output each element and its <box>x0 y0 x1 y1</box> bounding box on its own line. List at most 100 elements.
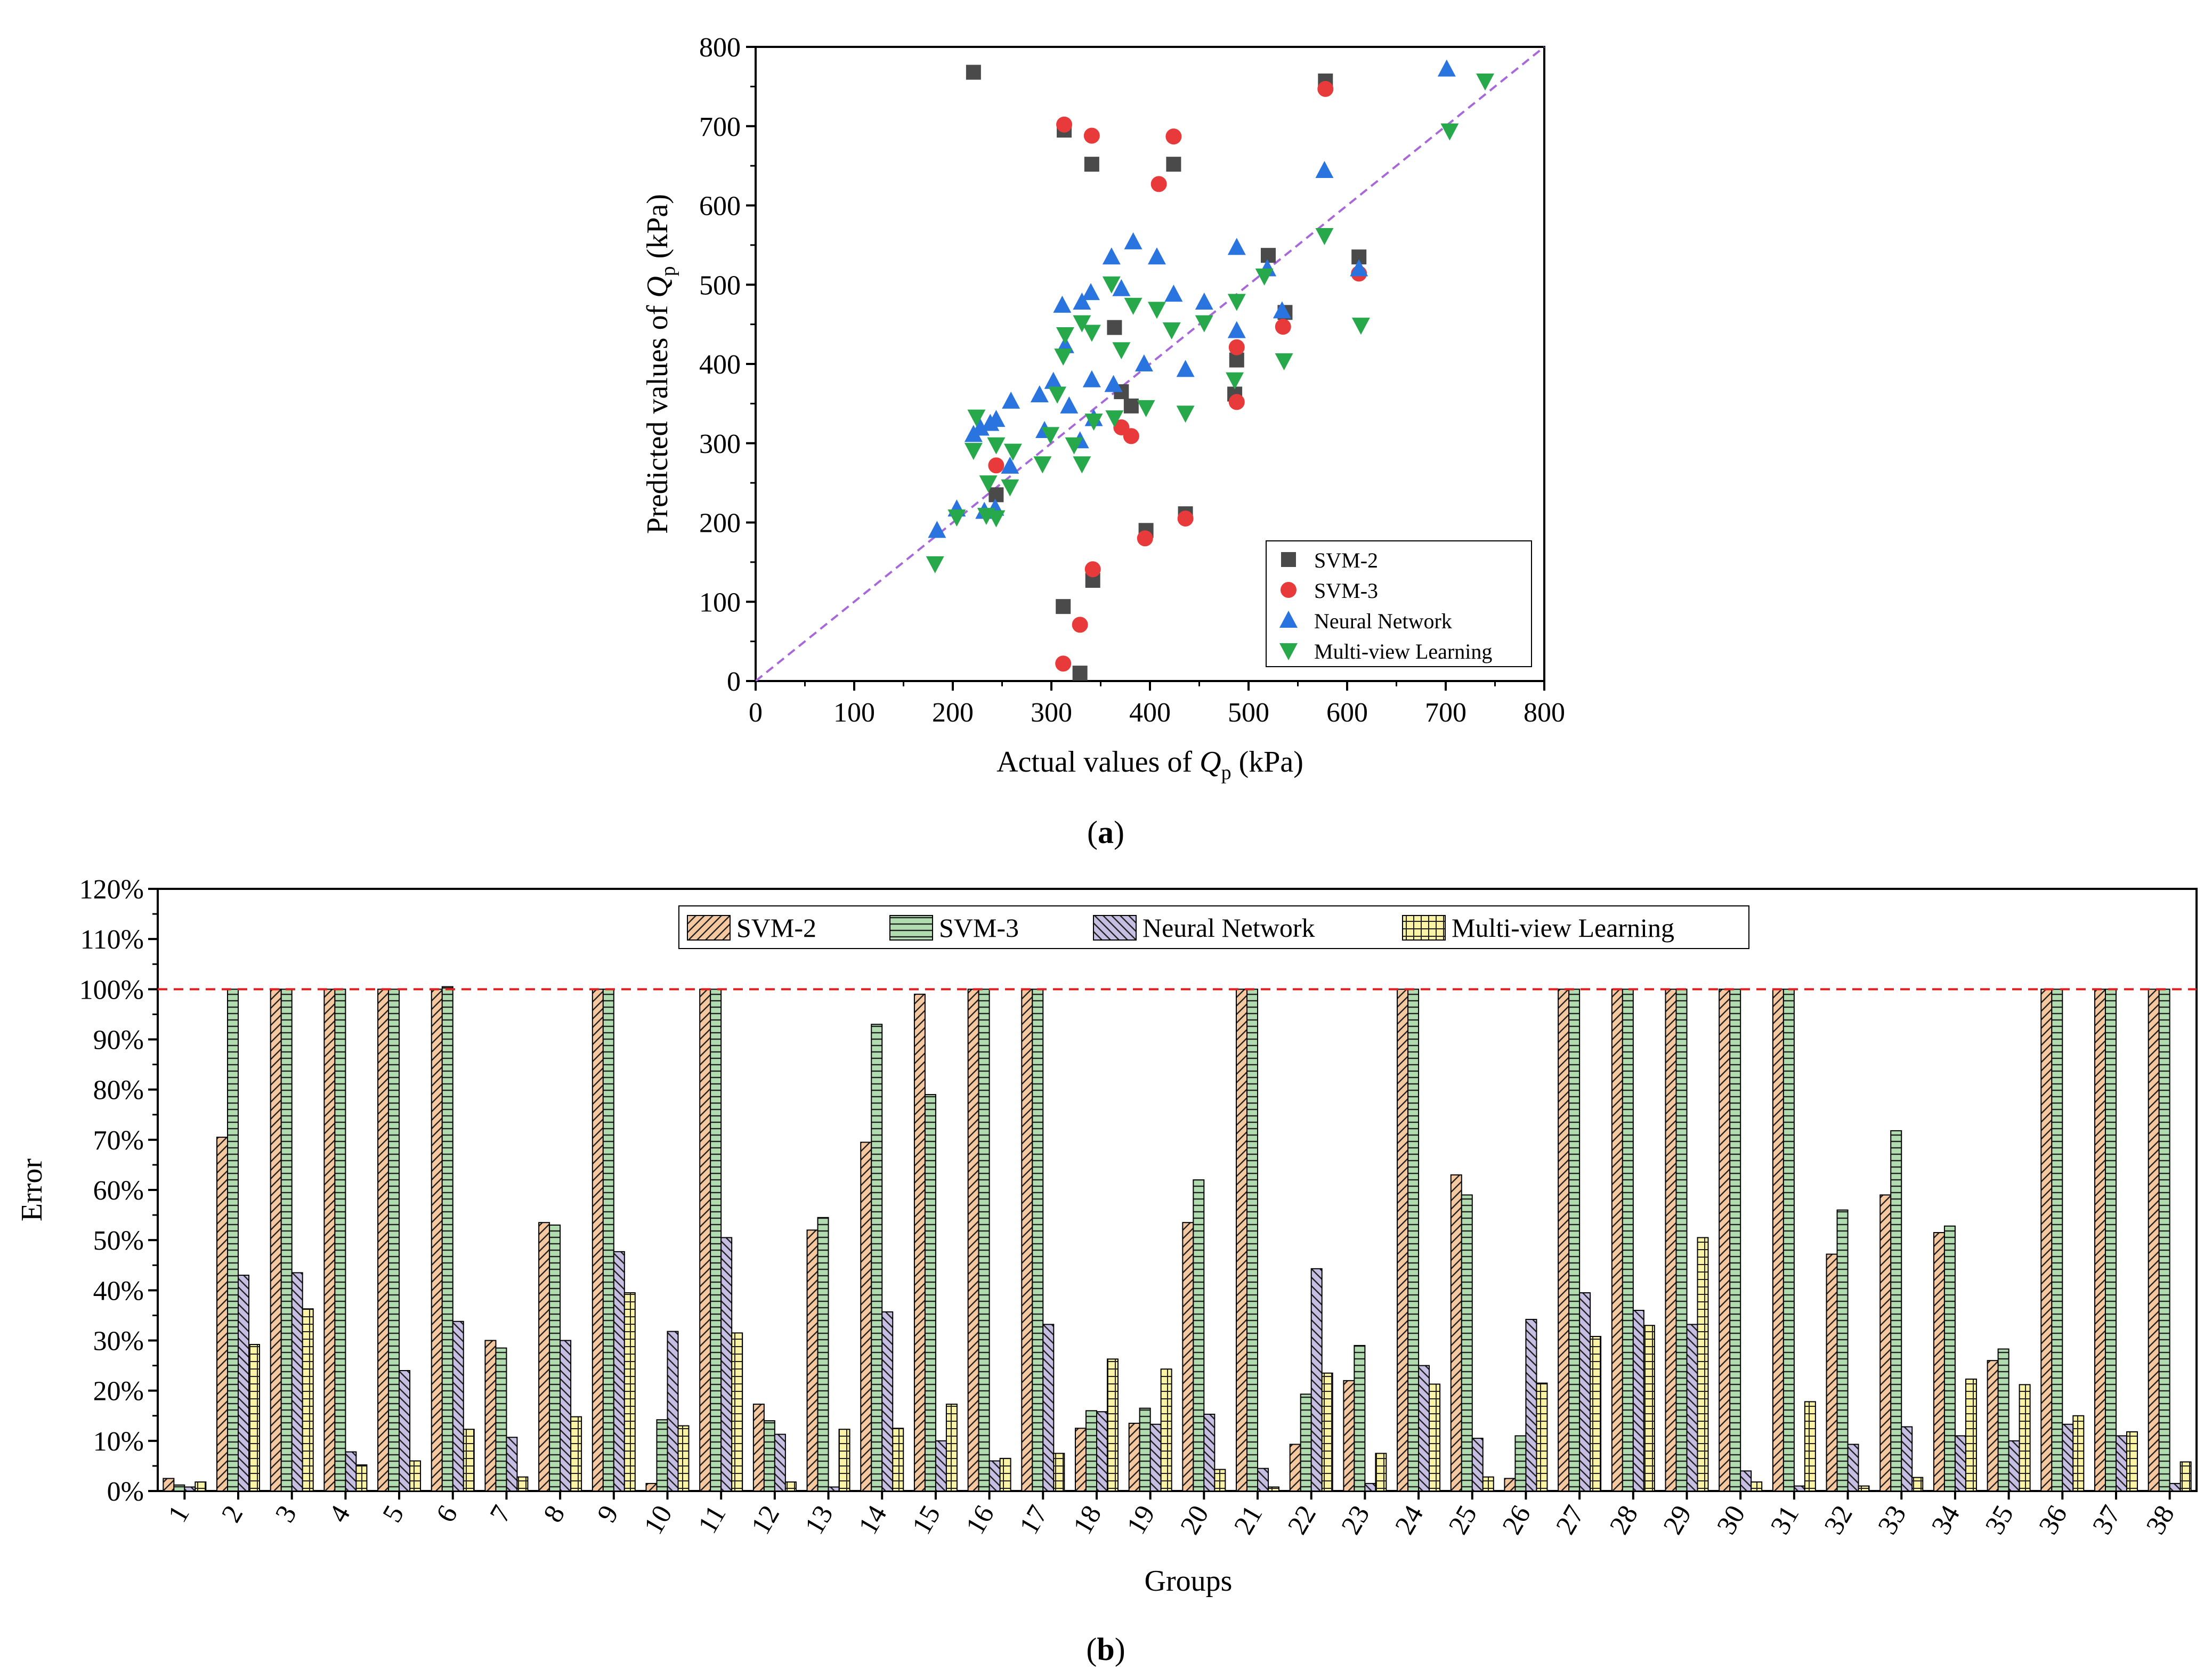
bar-grid <box>2179 1461 2192 1492</box>
bar-diagonal <box>216 1137 229 1492</box>
y-tick-label: 200 <box>699 508 741 539</box>
y-tick-label: 300 <box>699 429 741 459</box>
data-point <box>988 457 1004 474</box>
x-tick-label: 600 <box>1326 698 1368 728</box>
x-tick-label: 400 <box>1129 698 1171 728</box>
x-tick-label: 9 <box>592 1501 625 1528</box>
bar-grid <box>1482 1476 1494 1492</box>
y-tick-label: 0% <box>107 1477 144 1507</box>
bar-horizontal <box>334 989 346 1492</box>
bar-backslash <box>1364 1482 1376 1492</box>
y-title-unit: (kPa) <box>641 194 674 266</box>
legend-swatch <box>1402 915 1446 941</box>
bar-backslash <box>828 1486 840 1492</box>
y-tick-label: 50% <box>93 1226 144 1256</box>
bar-grid <box>838 1429 850 1492</box>
bar-horizontal <box>1354 1344 1366 1492</box>
bar-x-axis: 1 2 3 4 5 6 7 8 9 10 11 12 13 14 15 16 17 18 19 20 21 22 23 24 2… <box>162 1491 2181 1540</box>
x-tick-label: 4 <box>323 1501 356 1528</box>
x-tick-label: 8 <box>538 1501 571 1528</box>
data-point <box>1073 456 1091 474</box>
bar-backslash <box>2062 1423 2074 1492</box>
bar-diagonal <box>2040 989 2053 1492</box>
bar-grid <box>1214 1469 1226 1492</box>
x-tick-label: 20 <box>1174 1501 1214 1540</box>
data-point <box>1195 292 1213 310</box>
bar-diagonal <box>1665 989 1677 1492</box>
bar-backslash <box>506 1437 518 1492</box>
bar-diagonal <box>860 1141 872 1492</box>
legend-marker <box>1281 582 1297 598</box>
bar-backslash <box>399 1370 411 1492</box>
bar-diagonal <box>592 989 604 1492</box>
x-tick-label: 800 <box>1524 698 1565 728</box>
bar-horizontal <box>1032 989 1044 1492</box>
bar-backslash <box>1310 1268 1323 1492</box>
x-tick-label: 33 <box>1872 1501 1912 1540</box>
bar-diagonal <box>163 1478 175 1492</box>
bar-grid <box>677 1425 690 1492</box>
bar-grid <box>1536 1382 1548 1492</box>
bar-backslash <box>667 1331 679 1492</box>
bar-grid <box>1643 1325 1655 1492</box>
bar-grid <box>1106 1358 1119 1492</box>
data-point <box>1227 321 1246 338</box>
legend-label: Neural Network <box>1143 913 1315 943</box>
y-tick-label: 80% <box>93 1075 144 1106</box>
data-point <box>979 475 998 493</box>
data-point <box>1073 315 1091 333</box>
bar-backslash <box>1579 1292 1591 1492</box>
bar-backslash <box>452 1320 464 1492</box>
data-point <box>926 556 944 573</box>
scatter-legend-box <box>1266 540 1532 667</box>
bar-horizontal <box>1300 1394 1312 1492</box>
data-point <box>1003 443 1022 461</box>
data-point <box>964 443 983 460</box>
bar-horizontal <box>227 989 239 1492</box>
bar-horizontal <box>1085 1410 1097 1492</box>
data-point <box>987 410 1006 427</box>
bar-backslash <box>1954 1435 1966 1492</box>
series-multi-view-learning <box>926 73 1494 573</box>
x-tick-label: 24 <box>1389 1501 1429 1540</box>
bar-grid <box>463 1429 475 1492</box>
data-point <box>1001 456 1019 474</box>
bar-backslash <box>988 1460 1001 1492</box>
y-tick-label: 20% <box>93 1376 144 1407</box>
bar-backslash <box>1525 1318 1537 1492</box>
bar-horizontal <box>1407 989 1420 1492</box>
bar-diagonal <box>699 989 711 1492</box>
bar-legend-box <box>678 905 1749 949</box>
y-tick-label: 100 <box>699 587 741 618</box>
legend-marker <box>1281 552 1296 567</box>
data-point <box>1056 116 1073 133</box>
data-point <box>1033 456 1052 474</box>
legend-marker <box>1279 611 1298 628</box>
x-tick-label: 14 <box>853 1501 893 1540</box>
bar-y-axis: 0% 10% 20% 30% 40% 50% 60% 70% 80% 90% 100% 110% 120… <box>79 874 158 1507</box>
y-tick-label: 120% <box>79 874 144 905</box>
data-point <box>1053 295 1072 313</box>
y-tick-label: 40% <box>93 1276 144 1306</box>
data-point <box>1104 375 1123 392</box>
data-point <box>1317 80 1334 97</box>
data-point <box>1137 400 1155 417</box>
x-tick-label: 23 <box>1335 1501 1375 1540</box>
data-point <box>1060 396 1079 414</box>
bar-grid <box>945 1404 958 1492</box>
x-tick-label: 37 <box>2087 1501 2127 1540</box>
y-tick-label: 70% <box>93 1125 144 1156</box>
bar-diagonal <box>538 1222 550 1492</box>
data-point <box>1273 301 1291 319</box>
bar-diagonal <box>1558 989 1570 1492</box>
bar-backslash <box>720 1237 733 1492</box>
bar-horizontal <box>2158 989 2170 1492</box>
bar-horizontal <box>1997 1348 2010 1492</box>
bar-grid <box>1053 1453 1065 1492</box>
bar-backslash <box>935 1440 947 1492</box>
x-tick-label: 6 <box>431 1501 464 1528</box>
bar-grid <box>1697 1237 1709 1492</box>
bar-horizontal <box>2104 989 2117 1492</box>
x-tick-label: 11 <box>692 1501 732 1539</box>
